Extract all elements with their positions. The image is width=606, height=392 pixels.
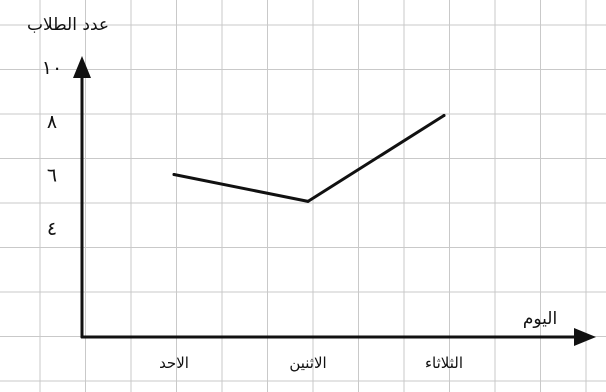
y-tick-labels: ٤ ٦ ٨ ١٠ bbox=[42, 57, 62, 240]
y-tick-label: ٦ bbox=[47, 165, 57, 187]
y-tick-label: ٤ bbox=[47, 218, 57, 240]
y-axis-arrow bbox=[73, 56, 91, 78]
x-category-label: الاحد bbox=[159, 354, 189, 372]
series-layer bbox=[172, 114, 446, 203]
data-point bbox=[306, 199, 310, 203]
y-tick-label: ٨ bbox=[47, 111, 57, 133]
x-category-label: الاثنين bbox=[289, 354, 326, 372]
x-category-label: الثلاثاء bbox=[425, 354, 463, 372]
y-tick-label: ١٠ bbox=[42, 57, 62, 79]
x-axis-title: اليوم bbox=[523, 309, 557, 329]
y-axis-title: عدد الطلاب bbox=[27, 15, 109, 35]
x-category-labels: الاحد الاثنين الثلاثاء bbox=[159, 354, 463, 372]
data-point bbox=[442, 114, 446, 117]
data-point bbox=[172, 173, 176, 176]
x-axis-arrow bbox=[574, 328, 596, 346]
